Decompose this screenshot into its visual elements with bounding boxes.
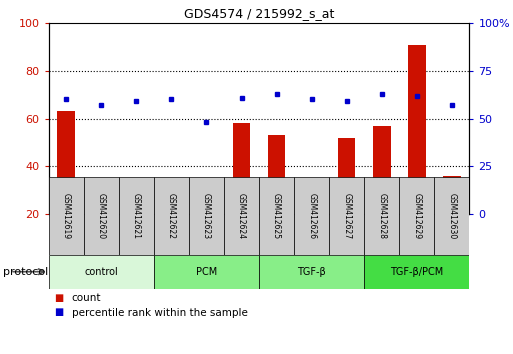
Text: GSM412621: GSM412621 <box>132 193 141 239</box>
Bar <box>338 138 356 214</box>
Text: GSM412630: GSM412630 <box>447 193 457 239</box>
Bar <box>364 177 399 255</box>
Text: PCM: PCM <box>196 267 217 277</box>
Bar <box>49 255 154 289</box>
Bar <box>364 255 469 289</box>
Bar <box>224 177 259 255</box>
Bar <box>154 177 189 255</box>
Text: percentile rank within the sample: percentile rank within the sample <box>72 308 248 318</box>
Text: ■: ■ <box>54 293 63 303</box>
Bar <box>259 255 364 289</box>
Bar <box>259 177 294 255</box>
Bar <box>128 202 145 214</box>
Text: TGF-β/PCM: TGF-β/PCM <box>390 267 443 277</box>
Bar <box>198 212 215 214</box>
Bar <box>92 190 110 214</box>
Bar <box>294 177 329 255</box>
Bar <box>233 123 250 214</box>
Text: GSM412627: GSM412627 <box>342 193 351 239</box>
Bar <box>303 188 321 214</box>
Bar <box>57 112 75 214</box>
Text: count: count <box>72 293 102 303</box>
Bar <box>435 177 469 255</box>
Bar <box>373 126 390 214</box>
Text: protocol: protocol <box>3 267 48 277</box>
Bar <box>154 255 259 289</box>
Bar <box>163 193 180 214</box>
Bar <box>119 177 154 255</box>
Text: GSM412628: GSM412628 <box>377 193 386 239</box>
Bar <box>329 177 364 255</box>
Text: GSM412622: GSM412622 <box>167 193 176 239</box>
Text: GSM412625: GSM412625 <box>272 193 281 239</box>
Text: GSM412623: GSM412623 <box>202 193 211 239</box>
Bar <box>408 45 426 214</box>
Text: GSM412619: GSM412619 <box>62 193 71 239</box>
Text: TGF-β: TGF-β <box>297 267 326 277</box>
Bar <box>399 177 435 255</box>
Text: GSM412624: GSM412624 <box>237 193 246 239</box>
Title: GDS4574 / 215992_s_at: GDS4574 / 215992_s_at <box>184 7 334 21</box>
Bar <box>443 176 461 214</box>
Text: GSM412620: GSM412620 <box>97 193 106 239</box>
Bar <box>84 177 119 255</box>
Text: GSM412629: GSM412629 <box>412 193 421 239</box>
Bar <box>268 135 285 214</box>
Text: GSM412626: GSM412626 <box>307 193 316 239</box>
Bar <box>189 177 224 255</box>
Text: ■: ■ <box>54 307 63 317</box>
Text: control: control <box>85 267 118 277</box>
Bar <box>49 177 84 255</box>
